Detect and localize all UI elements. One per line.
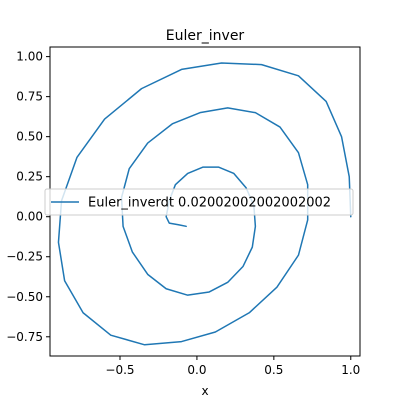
y-axis: −0.75 −0.50 −0.25 0.00 0.25 0.50 0.75 1.00 — [6, 50, 50, 344]
legend-box — [44, 188, 354, 216]
y-tick-label: −0.50 — [6, 290, 43, 304]
y-tick-label: 0.75 — [16, 90, 43, 104]
x-tick-label: 0.0 — [187, 363, 206, 377]
x-axis-label: x — [201, 384, 208, 398]
chart-title: Euler_inver — [166, 28, 245, 44]
x-axis: −0.5 0.0 0.5 1.0 — [105, 356, 360, 377]
y-tick-label: 0.25 — [16, 170, 43, 184]
x-tick-label: 1.0 — [341, 363, 360, 377]
y-tick-label: −0.25 — [6, 250, 43, 264]
legend-label: Euler_inverdt 0.02002002002002002 — [88, 196, 331, 211]
x-tick-label: 0.5 — [264, 363, 283, 377]
series-line-0 — [57, 62, 352, 346]
y-tick-label: 1.00 — [16, 50, 43, 64]
y-tick-label: 0.50 — [16, 130, 43, 144]
y-tick-label: −0.75 — [6, 330, 43, 344]
y-tick-label: 0.00 — [16, 210, 43, 224]
x-tick-label: −0.5 — [105, 363, 134, 377]
legend: Euler_inverdt 0.02002002002002002 — [44, 188, 354, 216]
